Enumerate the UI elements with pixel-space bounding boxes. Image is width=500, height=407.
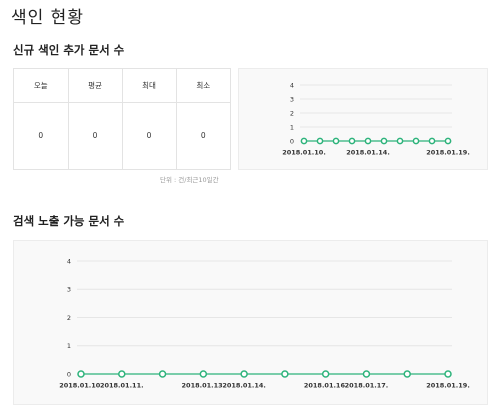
- new-index-chart-y-tick-label: 4: [290, 81, 294, 89]
- search-exposure-chart-y-tick-label: 2: [67, 314, 71, 322]
- new-index-chart-svg: 0 1 2 3 4 2018.01.10. 2018.01.14. 2018.01.19.: [282, 81, 470, 157]
- search-exposure-chart: 0 1 2 3 4 2018.01.10. 2018.01.11. 2018.01.13. 20…: [13, 240, 488, 405]
- unit-note: 단위 : 건/최근10일간: [160, 176, 219, 184]
- new-index-chart-y-tick-label: 1: [290, 123, 294, 131]
- search-exposure-chart-data-point: [362, 370, 371, 378]
- search-exposure-chart-x-tick-label: 2018.01.14.: [222, 382, 266, 390]
- new-index-chart-data-point: [428, 137, 436, 145]
- new-index-chart-data-point: [396, 137, 404, 145]
- stats-value-row: 0 0 0 0: [14, 102, 230, 169]
- new-index-chart-data-point: [332, 137, 340, 145]
- new-index-chart-x-tick-label: 2018.01.14.: [346, 149, 390, 157]
- new-index-chart-data-point: [300, 137, 308, 145]
- search-exposure-chart-data-point: [199, 370, 208, 378]
- search-exposure-chart-y-tick-label: 0: [67, 370, 71, 378]
- stats-header-average: 평균: [68, 69, 123, 103]
- search-exposure-chart-data-point: [240, 370, 248, 378]
- stats-header-row: 오늘 평균 최대 최소: [14, 69, 230, 103]
- stats-value-max: 0: [122, 102, 177, 169]
- new-index-chart-data-point: [348, 137, 356, 145]
- new-index-chart-y-tick-label: 0: [290, 137, 294, 145]
- stats-value-today: 0: [14, 102, 69, 169]
- new-index-chart-data-point: [412, 137, 420, 145]
- search-exposure-chart-data-point: [281, 370, 289, 378]
- search-exposure-chart-data-point: [403, 370, 411, 378]
- new-index-chart-data-point: [364, 137, 372, 145]
- new-index-chart-data-point: [444, 137, 452, 145]
- search-exposure-chart-data-point: [77, 370, 85, 378]
- search-exposure-chart-data-point: [118, 370, 126, 378]
- stats-table: 오늘 평균 최대 최소 0 0 0 0: [14, 69, 230, 169]
- stats-value-min: 0: [200, 131, 206, 141]
- search-exposure-chart-x-tick-label: 2018.01.11.: [100, 382, 144, 390]
- new-index-chart-y-tick-label: 2: [290, 109, 294, 117]
- new-index-chart-x-tick-label: 2018.01.10.: [282, 149, 326, 157]
- stats-header-max: 최대: [122, 69, 177, 103]
- page-title: 색인 현황: [11, 8, 84, 28]
- stats-header-min: 최소: [176, 69, 230, 103]
- section-title-new-index: 신규 색인 추가 문서 수: [13, 43, 125, 57]
- search-exposure-chart-y-tick-label: 3: [67, 286, 71, 294]
- search-exposure-chart-x-tick-label: 2018.01.19.: [426, 382, 470, 390]
- stats-header-today: 오늘: [14, 69, 69, 103]
- search-exposure-chart-data-point: [158, 370, 167, 378]
- section-title-search-exposure: 검색 노출 가능 문서 수: [13, 214, 125, 228]
- new-index-chart: 0 1 2 3 4 2018.01.10. 2018.01.14. 2018.01.19.: [238, 68, 488, 170]
- search-exposure-chart-x-tick-label: 2018.01.16.: [304, 382, 348, 390]
- search-exposure-chart-x-tick-label: 2018.01.17.: [345, 382, 389, 390]
- search-exposure-chart-x-tick-label: 2018.01.13.: [182, 382, 226, 390]
- search-exposure-chart-y-tick-label: 4: [67, 257, 71, 265]
- search-exposure-chart-data-point: [321, 370, 330, 378]
- new-index-chart-data-point: [316, 137, 324, 145]
- new-index-chart-x-tick-label: 2018.01.19.: [426, 149, 470, 157]
- new-index-chart-data-point: [380, 137, 388, 145]
- stats-table-box: 오늘 평균 최대 최소 0 0 0 0: [13, 68, 231, 170]
- search-exposure-chart-x-tick-label: 2018.01.10.: [59, 382, 103, 390]
- stats-value-average: 0: [68, 102, 123, 169]
- search-exposure-chart-data-point: [444, 370, 452, 378]
- new-index-chart-y-tick-label: 3: [290, 95, 294, 103]
- search-exposure-chart-y-tick-label: 1: [67, 342, 71, 350]
